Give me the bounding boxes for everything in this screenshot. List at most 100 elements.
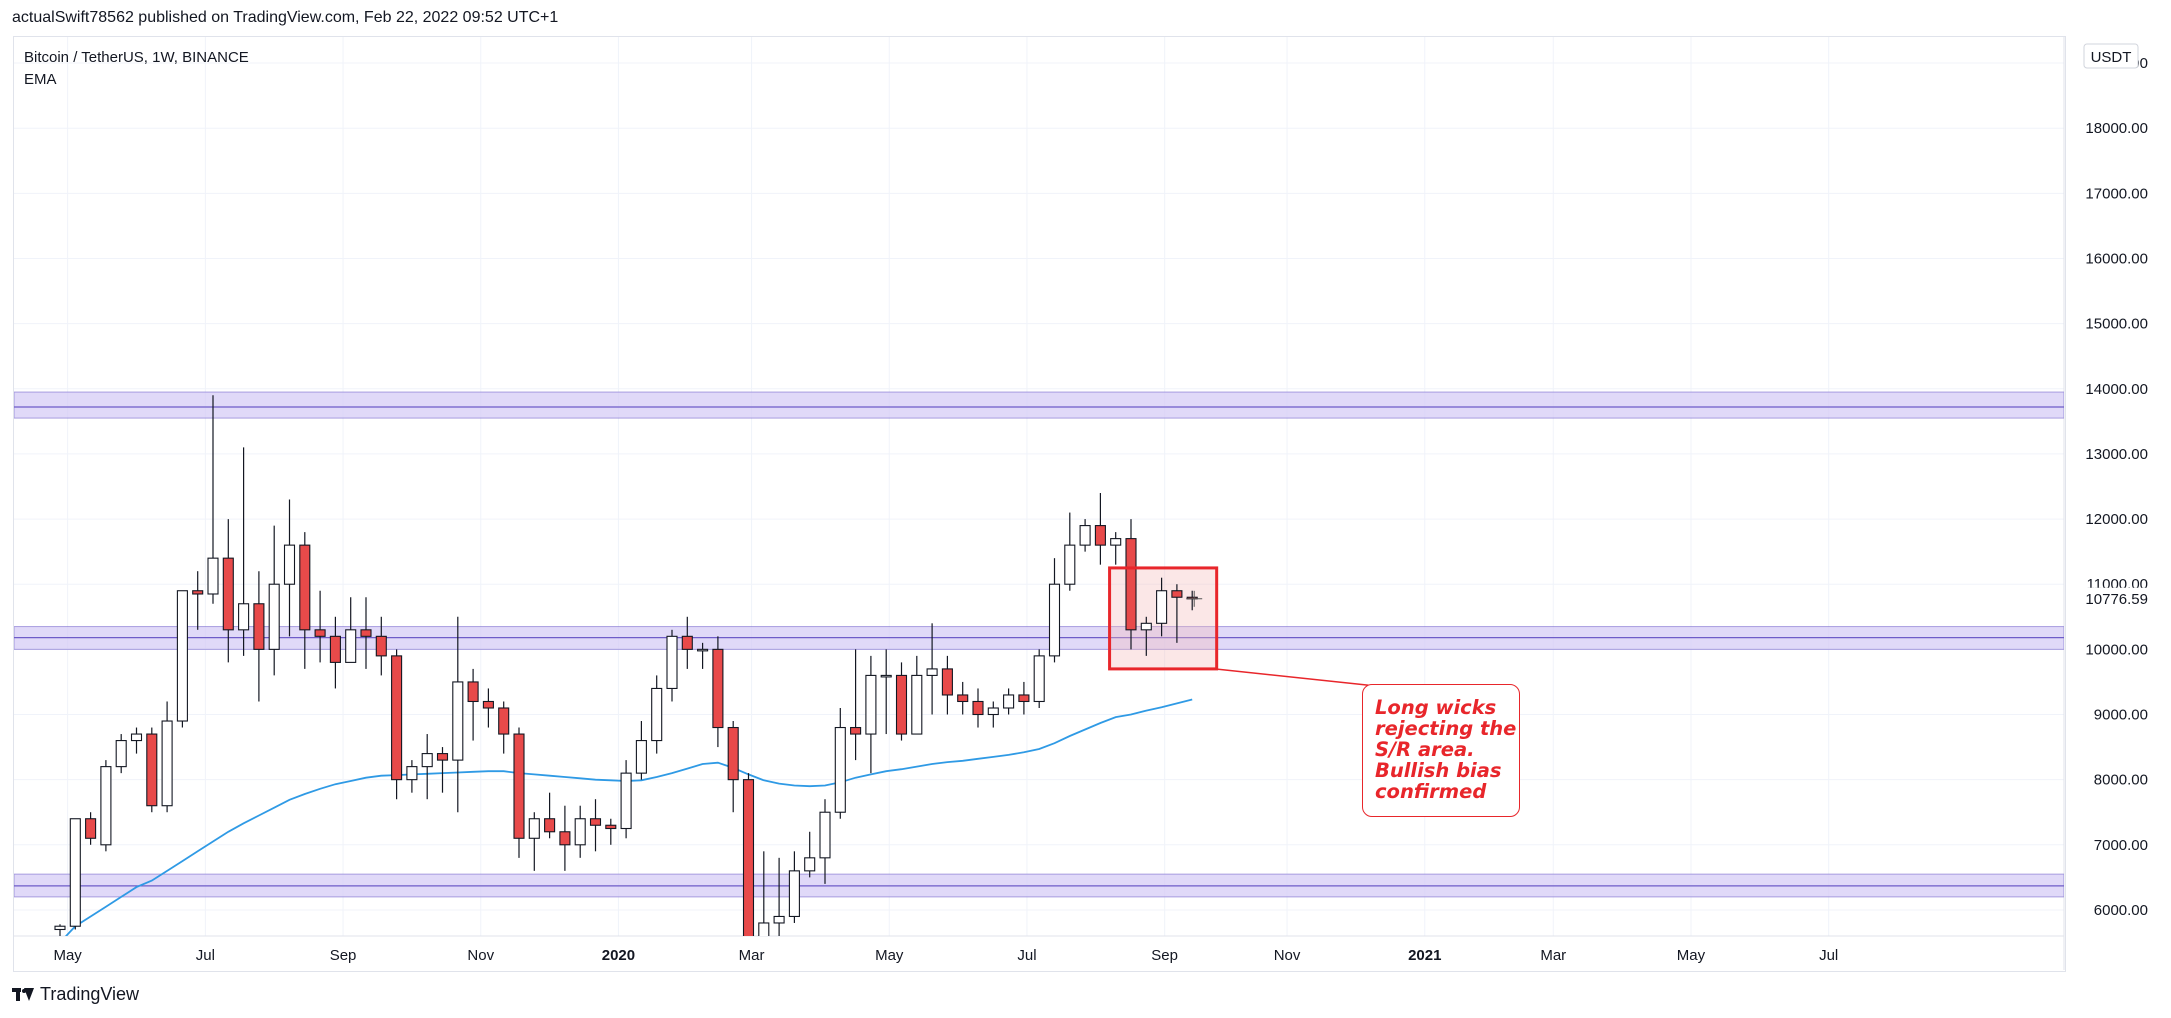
- candle: [360, 597, 372, 669]
- candle-body: [406, 766, 418, 781]
- candle-body: [850, 726, 862, 735]
- candle-body: [666, 635, 678, 689]
- candle-body: [712, 648, 724, 729]
- candle-body: [1140, 622, 1152, 631]
- candle-body: [804, 857, 816, 872]
- candle: [54, 924, 66, 936]
- x-tick-label: Jul: [1819, 947, 1838, 964]
- ema-indicator-label[interactable]: EMA: [24, 71, 57, 88]
- candle: [911, 655, 923, 735]
- annotation-line: rejecting the: [1375, 717, 1517, 740]
- candle-body: [1110, 538, 1122, 546]
- candle-body: [574, 818, 586, 846]
- candle-body: [207, 557, 219, 595]
- candle: [391, 649, 403, 800]
- candle: [758, 851, 770, 936]
- currency-label-text: USDT: [2091, 49, 2132, 66]
- annotation-line: Bullish bias: [1375, 759, 1502, 782]
- candle-body: [192, 590, 204, 595]
- candle: [926, 623, 938, 715]
- candle: [1094, 493, 1106, 565]
- candle: [1048, 558, 1061, 663]
- candle: [1033, 649, 1045, 708]
- symbol-title[interactable]: Bitcoin / TetherUS, 1W, BINANCE: [24, 49, 249, 66]
- candle: [834, 707, 846, 819]
- candle-body: [1079, 525, 1091, 546]
- candle: [100, 760, 112, 852]
- candle-body: [238, 603, 250, 631]
- candle: [559, 805, 571, 871]
- candle: [972, 688, 984, 728]
- candle: [635, 721, 647, 780]
- candle-body: [1125, 538, 1137, 631]
- x-tick-label: Mar: [739, 947, 765, 964]
- candle-body: [834, 726, 846, 813]
- candle-body: [436, 753, 449, 761]
- candle: [498, 701, 510, 754]
- last-price-text: 10776.59: [2085, 591, 2148, 608]
- candle: [941, 655, 953, 715]
- candle: [146, 727, 158, 813]
- chart-legend[interactable]: Bitcoin / TetherUS, 1W, BINANCE EMA: [24, 47, 249, 91]
- candle: [742, 773, 755, 936]
- candle: [712, 636, 724, 748]
- currency-label: USDT: [2083, 43, 2139, 69]
- candle: [850, 649, 862, 761]
- candle: [804, 831, 816, 878]
- candle: [651, 675, 663, 754]
- candle-body: [498, 707, 510, 735]
- y-tick-label: 17000.00: [2085, 185, 2148, 202]
- annotation-pointer: [1214, 668, 1377, 687]
- candle: [299, 532, 311, 669]
- candle-body: [880, 674, 892, 678]
- candle: [314, 590, 326, 663]
- candle: [987, 701, 999, 728]
- candle-body: [742, 779, 755, 936]
- candle: [345, 597, 357, 663]
- candle: [467, 668, 479, 741]
- x-tick-label: Nov: [1274, 947, 1301, 964]
- candle: [283, 499, 296, 637]
- candle-body: [176, 590, 188, 722]
- candle: [85, 812, 97, 845]
- last-price-label: 10776.59: [2066, 587, 2156, 610]
- candle: [666, 629, 678, 702]
- candle: [513, 727, 525, 858]
- candle-body: [452, 681, 464, 761]
- y-tick-label: 16000.00: [2085, 250, 2148, 267]
- candle: [574, 805, 586, 858]
- candle-body: [697, 648, 709, 652]
- candle-body: [100, 766, 112, 846]
- candle: [238, 447, 250, 656]
- candle: [192, 571, 204, 630]
- y-tick-label: 12000.00: [2085, 511, 2148, 528]
- y-tick-label: 10000.00: [2085, 641, 2148, 658]
- candle: [697, 642, 709, 669]
- candle-body: [329, 635, 341, 663]
- candle-body: [819, 811, 831, 859]
- candle-body: [314, 629, 326, 637]
- currency-label-box: [2083, 43, 2139, 69]
- y-tick-label: 6000.00: [2094, 902, 2148, 919]
- x-tick-label: Sep: [1151, 947, 1178, 964]
- candle: [375, 616, 387, 676]
- candle-body: [926, 668, 938, 676]
- x-tick-label: Sep: [330, 947, 357, 964]
- y-tick-label: 8000.00: [2094, 772, 2148, 789]
- candle: [268, 525, 280, 676]
- candle-body: [911, 674, 923, 735]
- grid-lines: [14, 37, 2064, 936]
- candle: [176, 590, 188, 728]
- candle-body: [605, 824, 617, 830]
- x-tick-label: Mar: [1540, 947, 1566, 964]
- annotation-callout[interactable]: Long wicks rejecting the S/R area. Bulli…: [1362, 684, 1520, 817]
- tradingview-logo[interactable]: TradingView: [12, 984, 139, 1005]
- chart-frame[interactable]: [13, 36, 2066, 972]
- candle: [1018, 681, 1030, 715]
- candle-body: [987, 707, 999, 716]
- candle-body: [544, 818, 556, 833]
- candle: [681, 616, 693, 669]
- candle: [130, 727, 143, 754]
- candle: [1064, 512, 1076, 591]
